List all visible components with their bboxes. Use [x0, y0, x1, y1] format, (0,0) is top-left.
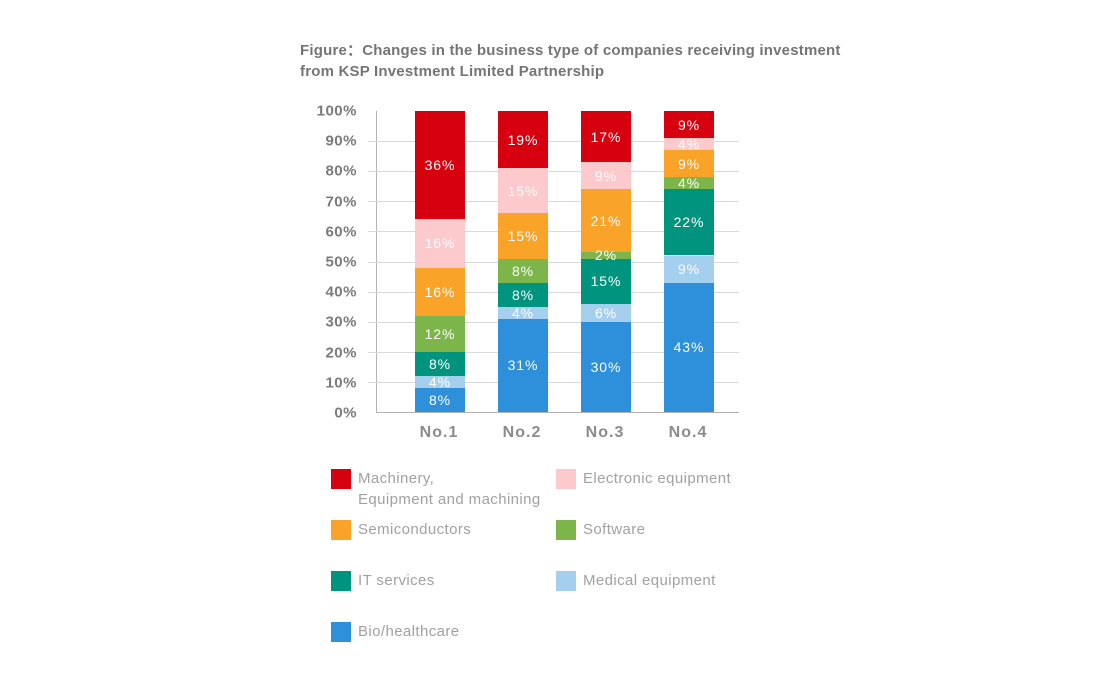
gridline [368, 381, 739, 383]
segment-semiconductors: 16% [415, 267, 465, 316]
segment-it-services: 8% [498, 282, 548, 307]
legend-swatch-bio-healthcare [331, 622, 351, 642]
segment-electronic-equipment: 4% [664, 137, 714, 151]
gridline [368, 261, 739, 263]
gridline [368, 351, 739, 353]
y-axis-tick-label: 50% [325, 253, 357, 271]
figure-title: Figure：Changes in the business type of c… [300, 42, 841, 80]
segment-medical-equipment: 9% [664, 255, 714, 283]
y-axis-tick-label: 40% [325, 283, 357, 301]
segment-electronic-equipment: 9% [581, 162, 631, 190]
y-axis-tick-label: 100% [316, 102, 357, 120]
bar-no-4: 43% 9% 22% 4% 9% 4% 9% [664, 111, 714, 412]
x-axis-category-label: No.4 [668, 424, 708, 441]
gridline [368, 321, 739, 323]
gridline [368, 141, 739, 143]
legend: Machinery, Equipment and machining Electr… [331, 468, 836, 672]
gridline [368, 201, 739, 203]
legend-label: Electronic equipment [583, 470, 732, 487]
y-axis-tick-label: 20% [325, 344, 357, 362]
bar-no-3: 30% 6% 15% 2% 21% 9% 17% [581, 111, 631, 412]
gridline [368, 231, 739, 233]
bar-no-1: 8% 4% 8% 12% 16% 16% 36% [415, 111, 465, 412]
legend-label: Machinery, Equipment and machining [358, 470, 541, 508]
legend-swatch-semiconductors [331, 520, 351, 540]
legend-label: Software [583, 521, 646, 538]
y-axis-tick-label: 80% [325, 162, 357, 180]
bar-no-2: 31% 4% 8% 8% 15% 15% 19% [498, 111, 548, 412]
legend-swatch-machinery-equipment-and-machining [331, 469, 351, 489]
legend-label: Medical equipment [583, 572, 716, 589]
legend-swatch-electronic-equipment [556, 469, 576, 489]
legend-item-software: Software [556, 519, 836, 570]
y-axis-tick-label: 90% [325, 132, 357, 150]
y-axis-tick-label: 30% [325, 313, 357, 331]
y-axis-tick-label: 70% [325, 193, 357, 211]
legend-item-machinery-equipment-and-machining: Machinery, Equipment and machining [331, 468, 556, 519]
x-axis: No.1 No.2 No.3 No.4 [376, 424, 739, 446]
x-axis-category-label: No.2 [502, 424, 542, 441]
legend-swatch-medical-equipment [556, 571, 576, 591]
segment-machinery-equipment-and-machining: 9% [664, 111, 714, 139]
legend-swatch-it-services [331, 571, 351, 591]
y-axis-tick-label: 10% [325, 374, 357, 392]
gridline [368, 291, 739, 293]
segment-bio-healthcare: 31% [498, 318, 548, 412]
segment-semiconductors: 9% [664, 150, 714, 178]
segment-it-services: 22% [664, 189, 714, 256]
segment-bio-healthcare: 43% [664, 282, 714, 412]
legend-swatch-software [556, 520, 576, 540]
segment-software: 2% [581, 248, 631, 262]
segment-software: 4% [664, 176, 714, 190]
gridline [368, 171, 739, 173]
legend-item-electronic-equipment: Electronic equipment [556, 468, 836, 519]
plot-area: 8% 4% 8% 12% 16% 16% 36% 31% 4% 8% 8% 15% 15% 19% 30% 6… [368, 111, 739, 413]
legend-item-medical-equipment: Medical equipment [556, 570, 836, 621]
legend-label: Semiconductors [358, 521, 472, 538]
segment-bio-healthcare: 30% [581, 321, 631, 412]
segment-machinery-equipment-and-machining: 19% [498, 111, 548, 169]
segment-software: 8% [498, 258, 548, 283]
segment-electronic-equipment: 16% [415, 219, 465, 268]
segment-software: 12% [415, 315, 465, 352]
segment-it-services: 15% [581, 258, 631, 304]
x-axis-category-label: No.3 [585, 424, 625, 441]
segment-medical-equipment: 4% [415, 375, 465, 389]
segment-semiconductors: 15% [498, 213, 548, 259]
segment-electronic-equipment: 15% [498, 168, 548, 214]
legend-label: IT services [358, 572, 435, 589]
segment-medical-equipment: 6% [581, 303, 631, 322]
segment-machinery-equipment-and-machining: 36% [415, 111, 465, 220]
segment-it-services: 8% [415, 351, 465, 376]
legend-label: Bio/healthcare [358, 623, 460, 640]
segment-bio-healthcare: 8% [415, 387, 465, 412]
y-axis: 100% 90% 80% 70% 60% 50% 40% 30% 20% 10% 0% [288, 103, 357, 422]
x-axis-category-label: No.1 [419, 424, 459, 441]
y-axis-tick-label: 0% [334, 404, 357, 422]
segment-medical-equipment: 4% [498, 306, 548, 320]
legend-item-bio-healthcare: Bio/healthcare [331, 621, 556, 672]
segment-semiconductors: 21% [581, 189, 631, 253]
legend-item-it-services: IT services [331, 570, 556, 621]
segment-machinery-equipment-and-machining: 17% [581, 111, 631, 163]
y-axis-tick-label: 60% [325, 223, 357, 241]
legend-item-semiconductors: Semiconductors [331, 519, 556, 570]
